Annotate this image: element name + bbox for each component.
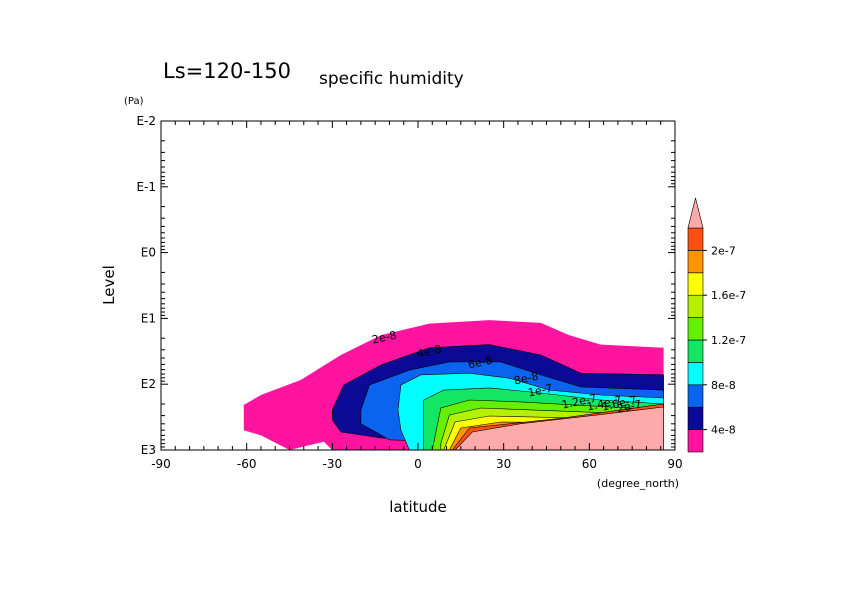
y-tick-label: E-1 <box>136 180 156 194</box>
x-tick-label: 90 <box>667 457 682 471</box>
x-tick-label: -30 <box>323 457 343 471</box>
colorbar-box <box>687 317 704 341</box>
y-tick-label: E1 <box>141 311 156 325</box>
x-tick-label: 60 <box>582 457 597 471</box>
colorbar-box <box>687 250 704 274</box>
y-axis-label: Level <box>100 265 118 305</box>
colorbar-tick-label: 2e-7 <box>711 244 736 257</box>
colorbar-box <box>687 294 704 318</box>
x-unit: (degree_north) <box>597 477 679 490</box>
contour-label: 2e-8 <box>371 329 398 347</box>
colorbar-over <box>687 197 704 229</box>
chart-subtitle: specific humidity <box>319 69 464 89</box>
contour-label: 4e-8 <box>416 343 443 361</box>
y-tick-label: E3 <box>141 443 156 457</box>
y-tick-label: E0 <box>141 246 156 260</box>
x-tick-label: 30 <box>496 457 511 471</box>
colorbar-tick-label: 1.2e-7 <box>711 334 746 347</box>
colorbar-tick-label: 8e-8 <box>711 379 736 392</box>
x-tick-label: 0 <box>414 457 422 471</box>
chart-title: Ls=120-150 <box>163 59 291 83</box>
colorbar-box <box>687 362 704 386</box>
colorbar-box <box>687 406 704 430</box>
x-tick-label: -60 <box>237 457 257 471</box>
y-tick-label: E-2 <box>136 114 156 128</box>
x-tick-label: -90 <box>151 457 171 471</box>
colorbar-box <box>687 339 704 363</box>
contour-label: 8e-8 <box>513 370 540 388</box>
colorbar-box <box>687 429 704 453</box>
contour-label: 6e-8 <box>467 354 494 372</box>
plot-area <box>243 320 664 450</box>
contour-label: 2e-7 <box>616 398 643 416</box>
colorbar-box <box>687 272 704 296</box>
contour-label: 1e-7 <box>527 382 554 400</box>
colorbar-box <box>687 384 704 408</box>
contour-fill <box>454 406 664 450</box>
colorbar-box <box>687 227 704 251</box>
y-tick-label: E2 <box>141 377 156 391</box>
colorbar-tick-label: 4e-8 <box>711 424 736 437</box>
x-axis-label: latitude <box>389 498 447 516</box>
colorbar-tick-label: 1.6e-7 <box>711 289 746 302</box>
y-unit: (Pa) <box>124 96 144 107</box>
